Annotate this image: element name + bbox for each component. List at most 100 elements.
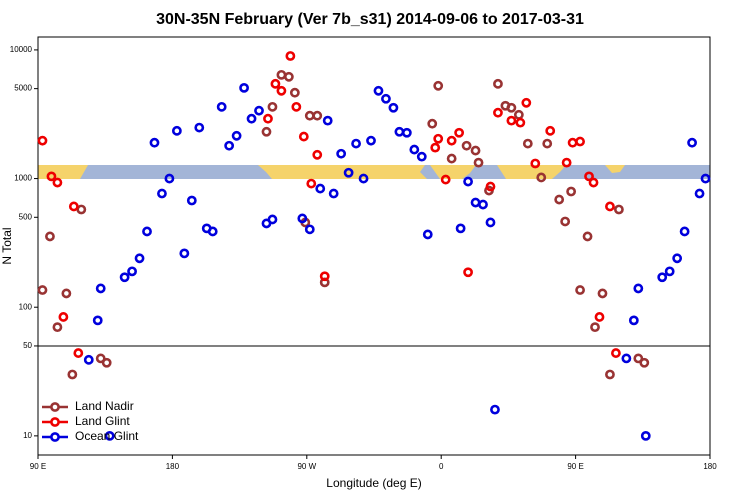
- point: [566, 186, 577, 197]
- point: [605, 369, 615, 380]
- point: [381, 93, 391, 104]
- point: [246, 113, 257, 124]
- legend-label: Ocean Glint: [75, 429, 139, 443]
- point: [560, 216, 571, 227]
- point: [186, 195, 197, 206]
- point: [194, 122, 205, 133]
- point: [536, 172, 547, 183]
- point: [239, 82, 249, 93]
- point: [506, 102, 517, 113]
- point: [422, 229, 433, 240]
- point: [216, 101, 227, 112]
- point: [92, 315, 103, 326]
- point: [401, 127, 412, 138]
- point: [304, 110, 315, 121]
- point: [588, 177, 599, 188]
- point: [605, 201, 615, 212]
- point: [470, 197, 481, 208]
- point: [224, 140, 235, 151]
- point: [446, 153, 457, 164]
- point: [521, 97, 532, 108]
- point: [46, 171, 57, 182]
- point: [61, 288, 72, 299]
- point: [454, 127, 465, 138]
- point: [478, 199, 488, 210]
- point: [694, 188, 705, 199]
- point: [134, 253, 145, 264]
- point: [575, 285, 585, 295]
- y-tick-label: 5000: [14, 84, 32, 93]
- point: [640, 430, 651, 441]
- point: [328, 188, 339, 199]
- point: [104, 430, 115, 441]
- x-tick-label: 0: [439, 462, 444, 471]
- point: [157, 188, 167, 199]
- point: [127, 266, 137, 277]
- point: [207, 226, 218, 237]
- point: [261, 126, 272, 137]
- point: [700, 173, 711, 184]
- y-tick-label: 100: [19, 302, 33, 311]
- point: [297, 213, 308, 224]
- legend-marker: [50, 417, 60, 427]
- point: [614, 204, 624, 215]
- point: [291, 101, 302, 112]
- point: [590, 322, 600, 333]
- point: [446, 135, 457, 146]
- point: [312, 149, 323, 160]
- point: [315, 183, 326, 194]
- point: [463, 267, 473, 278]
- point: [171, 125, 182, 136]
- point: [628, 315, 639, 326]
- point: [83, 354, 94, 365]
- legend-label: Land Glint: [75, 414, 130, 428]
- point: [530, 158, 541, 169]
- point: [95, 283, 106, 294]
- point: [633, 283, 644, 294]
- point: [687, 137, 697, 148]
- point: [270, 78, 281, 89]
- point: [584, 171, 594, 182]
- point: [388, 102, 399, 113]
- point: [343, 167, 354, 178]
- point: [276, 85, 287, 96]
- point: [575, 136, 585, 147]
- point: [119, 272, 130, 283]
- point: [490, 404, 500, 415]
- point: [506, 115, 517, 126]
- point: [657, 272, 668, 283]
- point: [633, 353, 644, 364]
- point: [485, 181, 496, 192]
- point: [554, 194, 565, 205]
- point: [679, 226, 690, 237]
- point: [664, 266, 675, 277]
- point: [394, 126, 405, 137]
- legend-marker: [50, 402, 60, 412]
- point: [336, 148, 347, 159]
- point: [283, 71, 294, 82]
- point: [142, 226, 152, 237]
- point: [522, 138, 533, 149]
- point: [289, 87, 300, 98]
- point: [493, 107, 503, 118]
- point: [319, 271, 330, 282]
- legend-marker: [50, 432, 60, 442]
- point: [433, 80, 444, 91]
- point: [542, 138, 553, 149]
- plot-frame: [37, 36, 711, 456]
- point: [621, 353, 632, 364]
- point: [416, 151, 427, 162]
- point: [306, 178, 317, 189]
- point: [611, 348, 621, 358]
- legend-label: Land Nadir: [75, 399, 134, 413]
- point: [179, 248, 190, 259]
- point: [267, 214, 278, 225]
- point: [149, 137, 160, 148]
- point: [366, 135, 376, 146]
- chart-title: 30N-35N February (Ver 7b_s31) 2014-09-06…: [156, 11, 584, 28]
- point: [358, 173, 369, 184]
- y-tick-label: 10: [23, 431, 32, 440]
- point: [37, 135, 48, 146]
- point: [322, 115, 333, 126]
